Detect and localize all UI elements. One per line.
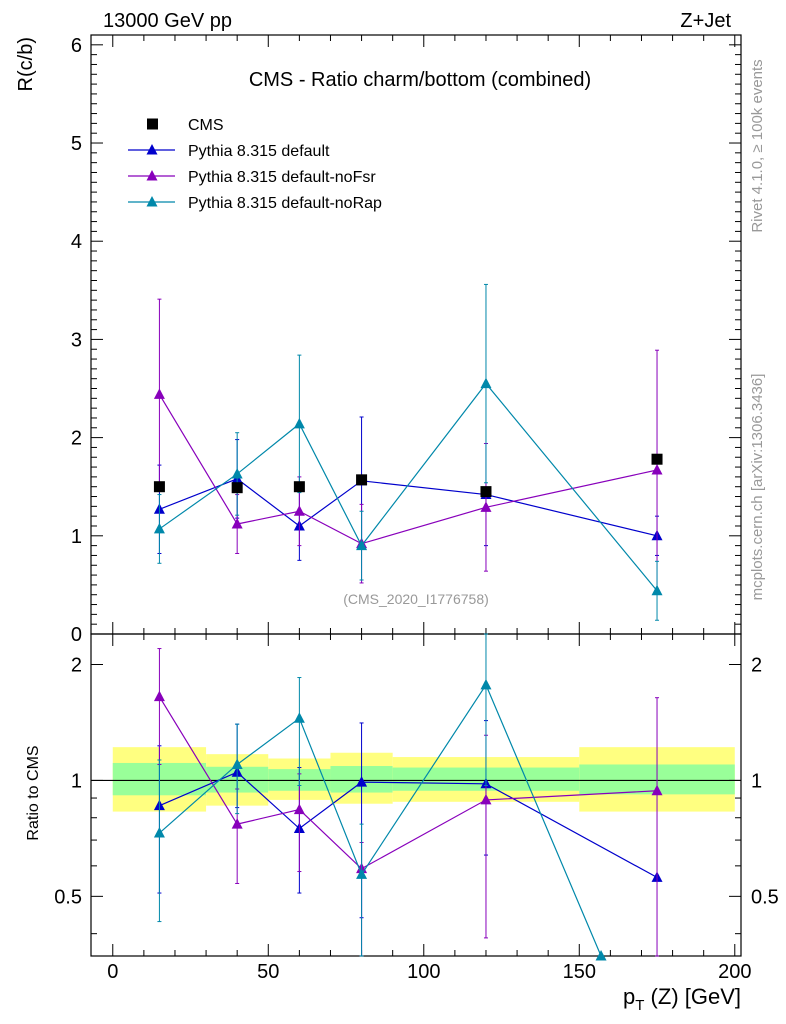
ratio-marker-2-4 bbox=[480, 678, 492, 690]
main-line-1 bbox=[158, 394, 658, 545]
x-tick-label-200: 200 bbox=[718, 961, 751, 983]
mcplots-label: mcplots.cern.ch [arXiv:1306.3436] bbox=[749, 374, 766, 601]
main-y-ticks bbox=[91, 34, 741, 635]
cms-marker-5 bbox=[651, 453, 663, 465]
ratio-marker-1-1 bbox=[231, 818, 243, 829]
ratio-ytick-label-r-1: 1 bbox=[751, 770, 762, 792]
main-marker-2-2 bbox=[293, 417, 305, 429]
legend-label-2: Pythia 8.315 default-noFsr bbox=[188, 169, 376, 186]
legend: CMS Pythia 8.315 default Pythia 8.315 defa… bbox=[128, 117, 382, 212]
legend-marker-2 bbox=[146, 170, 158, 181]
ratio-marker-2-1 bbox=[231, 758, 243, 769]
rivet-label: Rivet 4.1.0, ≥ 100k events bbox=[749, 59, 766, 232]
main-ytick-label-3: 3 bbox=[71, 329, 82, 351]
ratio-marker-1-0 bbox=[153, 690, 165, 702]
ratio-marker-1-4 bbox=[480, 793, 492, 805]
legend-marker-3 bbox=[146, 196, 158, 207]
cms-marker-1 bbox=[231, 482, 243, 494]
ratio-marker-2-3 bbox=[356, 868, 368, 879]
main-marker-1-0 bbox=[153, 388, 165, 399]
main-marker-2-4 bbox=[480, 377, 492, 389]
main-marker-2-3 bbox=[356, 539, 368, 551]
legend-label-1: Pythia 8.315 default bbox=[188, 143, 330, 160]
cms-marker-0 bbox=[153, 481, 165, 493]
main-ylabel: R(c/b) bbox=[15, 37, 37, 91]
main-marker-2-0 bbox=[153, 522, 165, 534]
legend-marker-1 bbox=[146, 144, 158, 155]
main-marker-1-1 bbox=[231, 518, 243, 529]
ratio-line-0 bbox=[159, 771, 658, 878]
main-line-2 bbox=[159, 382, 658, 592]
main-ytick-label-1: 1 bbox=[71, 526, 82, 548]
main-ytick-label-6: 6 bbox=[71, 35, 82, 57]
ratio-ytick-label-r-2: 2 bbox=[751, 654, 762, 676]
main-marker-2-5 bbox=[651, 584, 663, 596]
ratio-ytick-label-l-2: 2 bbox=[71, 654, 82, 676]
main-series-2 bbox=[153, 283, 663, 621]
ratio-marker-2-2 bbox=[293, 712, 305, 723]
ratio-ytick-label-r-0.5: 0.5 bbox=[751, 886, 779, 908]
ratio-marker-2-5 bbox=[595, 950, 607, 961]
main-title: CMS - Ratio charm/bottom (combined) bbox=[249, 69, 591, 91]
legend-marker-cms bbox=[147, 118, 158, 130]
header-right: Z+Jet bbox=[680, 10, 731, 32]
main-marker-1-5 bbox=[651, 464, 663, 475]
ratio-series-1 bbox=[153, 648, 663, 957]
main-ytick-label-0: 0 bbox=[71, 624, 82, 646]
cms-marker-4 bbox=[480, 486, 492, 498]
x-tick-label-100: 100 bbox=[407, 961, 440, 983]
watermark: (CMS_2020_I1776758) bbox=[343, 591, 489, 607]
main-marker-1-2 bbox=[293, 505, 305, 516]
ratio-line-1 bbox=[158, 696, 658, 870]
main-ytick-label-5: 5 bbox=[71, 133, 82, 155]
x-tick-label-50: 50 bbox=[257, 961, 279, 983]
header-left: 13000 GeV pp bbox=[103, 10, 232, 32]
ratio-marker-2-0 bbox=[153, 827, 165, 838]
main-marker-2-1 bbox=[231, 467, 243, 479]
x-tick-label-0: 0 bbox=[107, 961, 118, 983]
xlabel: pT (Z) [GeV] bbox=[623, 984, 741, 1014]
legend-label-0: CMS bbox=[188, 117, 224, 134]
cms-marker-3 bbox=[356, 474, 368, 486]
ratio-ytick-label-l-1: 1 bbox=[71, 770, 82, 792]
cms-marker-2 bbox=[293, 481, 305, 493]
ratio-frame bbox=[90, 633, 742, 957]
ratio-series-2 bbox=[153, 633, 607, 961]
legend-label-3: Pythia 8.315 default-noRap bbox=[188, 195, 382, 212]
main-ytick-label-2: 2 bbox=[71, 428, 82, 450]
ratio-marker-1-2 bbox=[293, 803, 305, 815]
ratio-marker-1-5 bbox=[651, 784, 663, 796]
main-marker-1-4 bbox=[480, 501, 492, 512]
main-series-0 bbox=[153, 416, 663, 561]
x-tick-label-150: 150 bbox=[563, 961, 596, 983]
ratio-y-ticks bbox=[91, 663, 741, 935]
ratio-marker-0-3 bbox=[356, 776, 368, 787]
cms-data bbox=[153, 453, 663, 498]
ratio-ytick-label-l-0.5: 0.5 bbox=[54, 886, 82, 908]
ratio-ylabel: Ratio to CMS bbox=[25, 745, 42, 840]
main-series-1 bbox=[153, 298, 663, 591]
main-ytick-label-4: 4 bbox=[71, 231, 82, 253]
ratio-line-2 bbox=[159, 683, 602, 957]
x-ticks bbox=[112, 35, 736, 956]
